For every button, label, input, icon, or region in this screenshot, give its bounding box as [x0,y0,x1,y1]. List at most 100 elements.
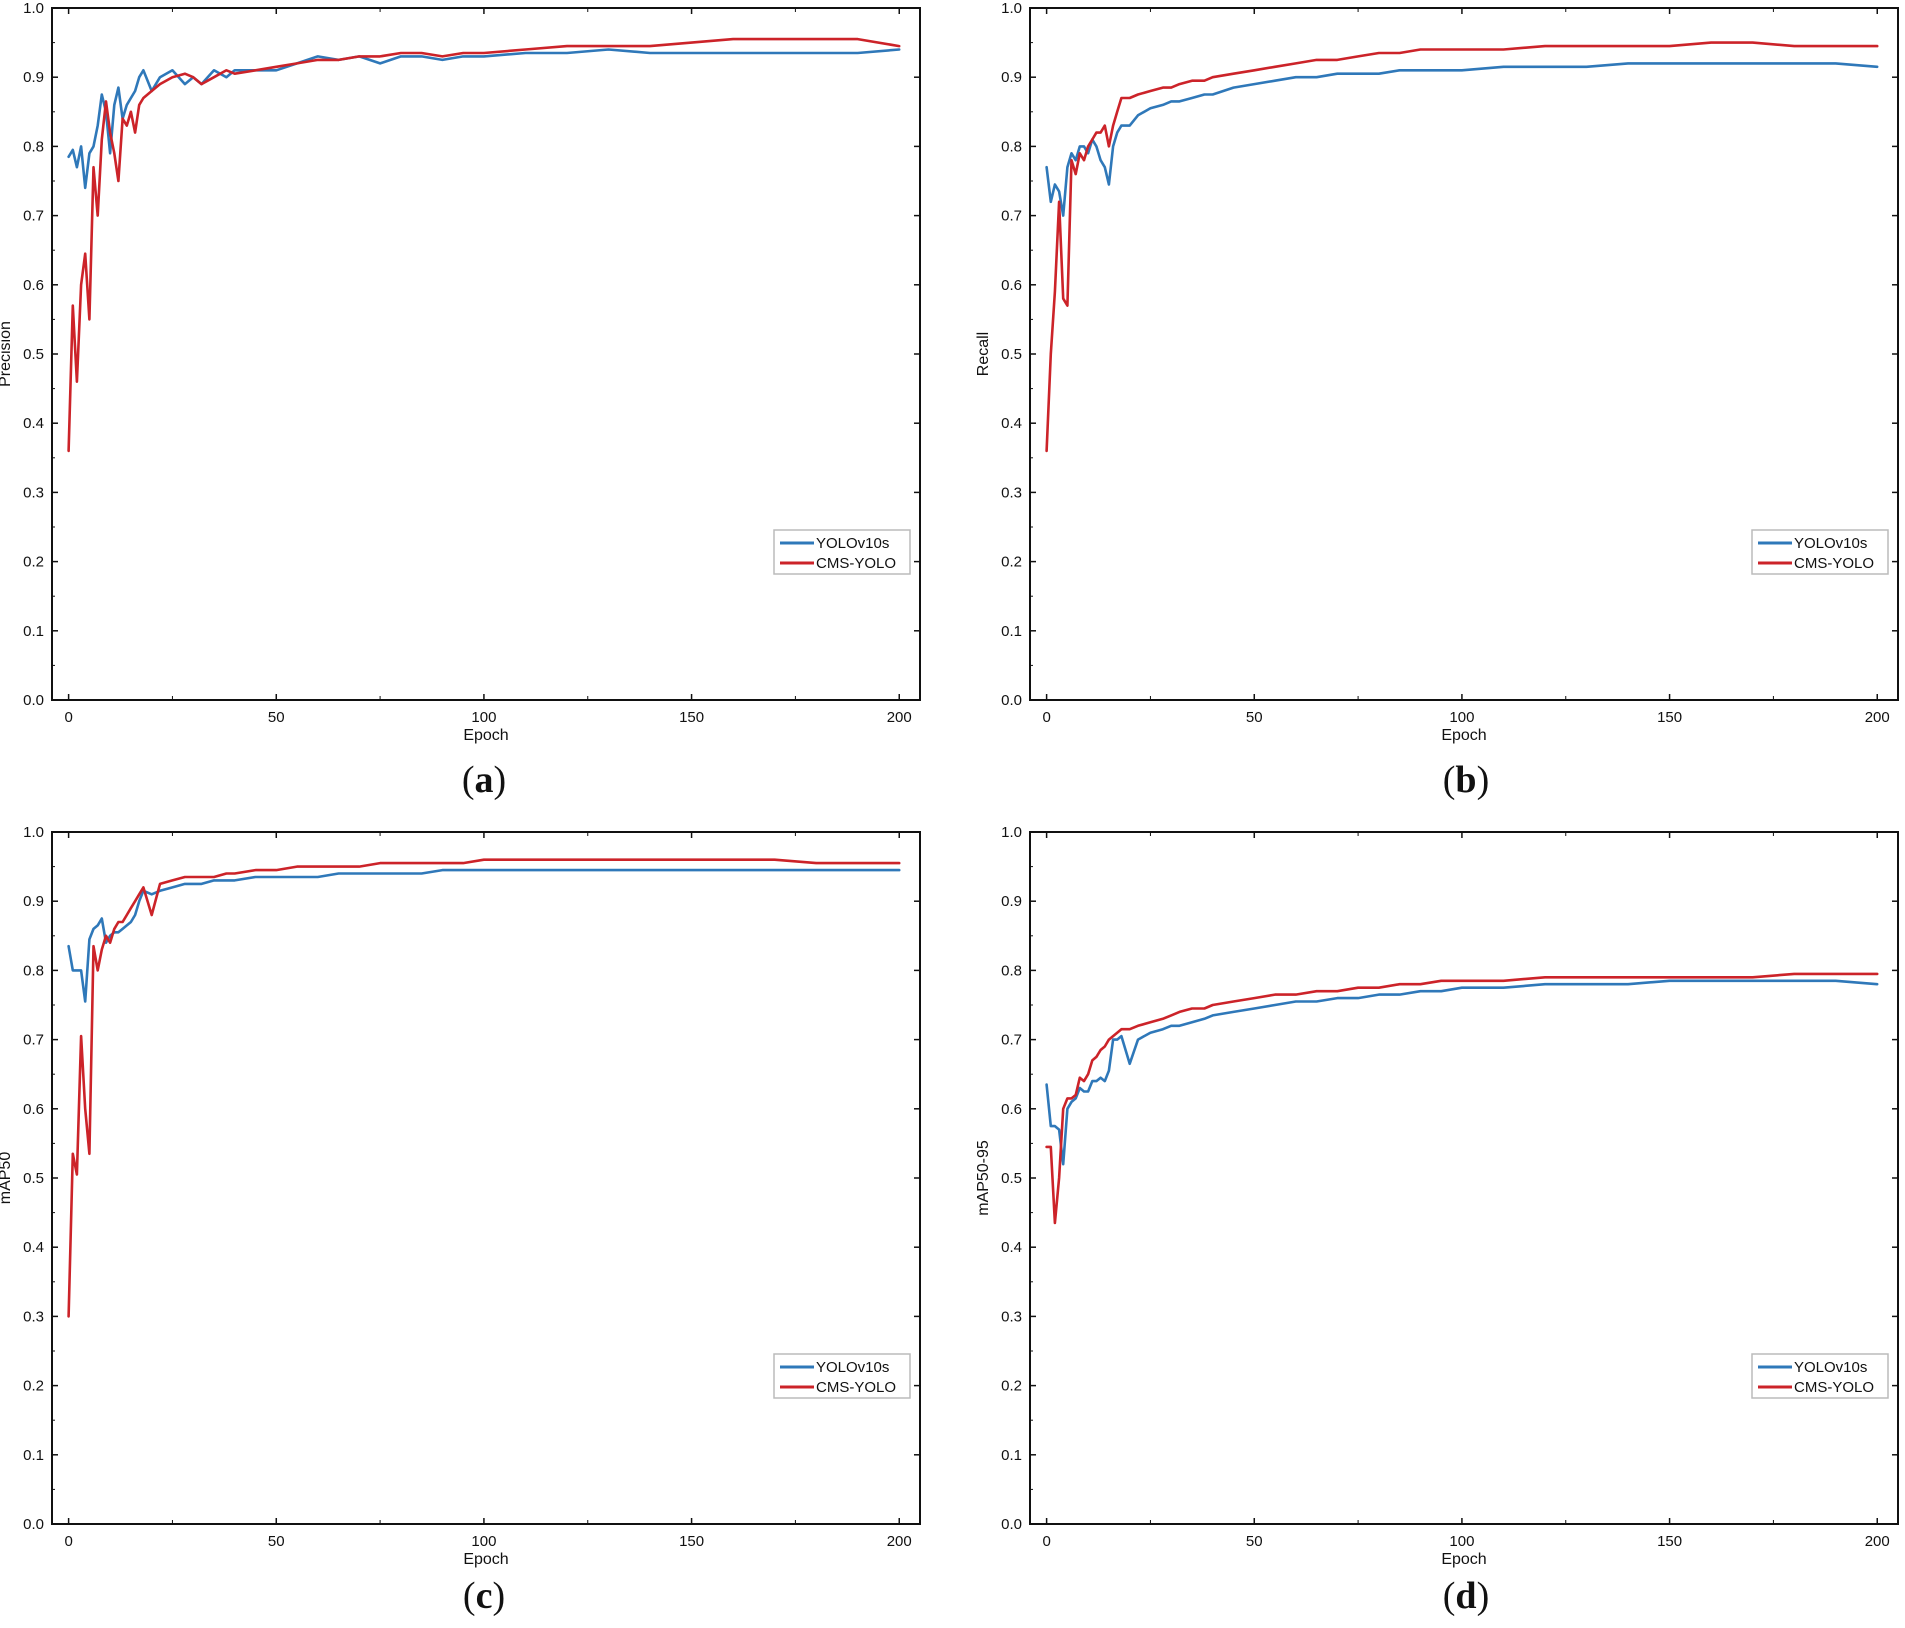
chart-a-series-line-yolov10s [67,48,901,190]
chart-d-y-tick-label: 0.8 [1001,962,1022,979]
chart-c-y-tick-label: 0.4 [23,1239,44,1256]
chart-c-plot-frame [51,831,921,1525]
chart-d-x-tick-label: 150 [1657,1533,1682,1550]
chart-a-y-tick-label: 0.5 [23,346,44,363]
chart-a-plot-frame [51,7,921,701]
chart-b-y-tick-label: 0.5 [1001,346,1022,363]
chart-c-x-tick-label: 150 [679,1533,704,1550]
chart-d-y-tick-label: 1.0 [1001,824,1022,841]
chart-b-y-tick-label: 0.6 [1001,277,1022,294]
chart-b-y-tick-label: 0.7 [1001,208,1022,225]
chart-a-x-tick-label: 200 [887,709,912,726]
chart-b-series-line-cms-yolo [1045,41,1879,453]
chart-a-y-tick-label: 0.9 [23,69,44,86]
chart-c-y-tick-label: 0.3 [23,1308,44,1325]
chart-c-series-line-cms-yolo [67,858,901,1318]
chart-d-series-line-yolov10s [1045,979,1879,1166]
chart-c-legend-label: YOLOv10s [816,1359,889,1376]
chart-c-y-tick-label: 0.9 [23,893,44,910]
chart-b-x-tick-label: 150 [1657,709,1682,726]
chart-b-plot-frame [1029,7,1899,701]
chart-b-y-tick-label: 0.1 [1001,623,1022,640]
chart-b-y-tick-label: 0.9 [1001,69,1022,86]
chart-c-y-tick-label: 0.5 [23,1170,44,1187]
chart-d-x-axis-title: Epoch [1441,1551,1486,1568]
chart-d-legend-label: CMS-YOLO [1794,1379,1874,1396]
chart-d-y-tick-label: 0.5 [1001,1170,1022,1187]
chart-b-x-tick-label: 100 [1449,709,1474,726]
chart-b-y-axis-title: Recall [975,332,992,376]
chart-d-x-tick-label: 200 [1865,1533,1890,1550]
chart-a-y-tick-label: 0.1 [23,623,44,640]
chart-d-y-tick-label: 0.6 [1001,1101,1022,1118]
chart-d-y-tick-label: 0.1 [1001,1447,1022,1464]
chart-a-x-tick-label: 0 [64,709,72,726]
chart-a-y-tick-label: 1.0 [23,0,44,17]
chart-d-svg: 0.0 0.1 0.2 0.3 0.4 0.5 0.6 0.7 0.8 0.9 1.0 0 50 100 1… [975,824,1899,1568]
chart-b-x-tick-label: 200 [1865,709,1890,726]
chart-c-x-axis-title: Epoch [463,1551,508,1568]
chart-b-x-tick-label: 50 [1246,709,1263,726]
chart-c-svg: 0.0 0.1 0.2 0.3 0.4 0.5 0.6 0.7 0.8 0.9 1.0 0 50 100 1… [0,824,921,1568]
chart-c-series-line-yolov10s [67,868,901,1003]
chart-d-series-line-cms-yolo [1045,972,1879,1225]
panel-label-c: (c) [462,1575,506,1617]
chart-b-series-line-yolov10s [1045,62,1879,217]
chart-d-y-tick-label: 0.9 [1001,893,1022,910]
chart-a-y-axis-title: Precision [0,321,14,387]
chart-b-legend-label: CMS-YOLO [1794,555,1874,572]
chart-c-legend-label: CMS-YOLO [816,1379,896,1396]
chart-c-y-tick-label: 0.6 [23,1101,44,1118]
chart-a-x-axis-title: Epoch [463,727,508,744]
chart-d-y-tick-label: 0.3 [1001,1308,1022,1325]
chart-b-legend-box [1751,529,1889,575]
chart-d-x-tick-label: 0 [1042,1533,1050,1550]
chart-c-x-tick-label: 200 [887,1533,912,1550]
chart-a-y-tick-label: 0.6 [23,277,44,294]
chart-a-x-tick-label: 100 [471,709,496,726]
panel-label-d: (d) [1442,1575,1490,1617]
chart-d-y-tick-label: 0.7 [1001,1032,1022,1049]
chart-a-y-tick-label: 0.4 [23,415,44,432]
chart-d-legend-label: YOLOv10s [1794,1359,1867,1376]
panel-label-a: (a) [461,759,507,801]
chart-b-svg: 0.0 0.1 0.2 0.3 0.4 0.5 0.6 0.7 0.8 0.9 1.0 0 50 100 1… [975,0,1899,744]
chart-b-x-axis-title: Epoch [1441,727,1486,744]
chart-c-x-tick-label: 100 [471,1533,496,1550]
chart-c-y-tick-label: 0.8 [23,962,44,979]
chart-d-x-tick-label: 100 [1449,1533,1474,1550]
chart-b-y-tick-label: 0.3 [1001,484,1022,501]
chart-b-legend-label: YOLOv10s [1794,535,1867,552]
chart-a-legend-label: CMS-YOLO [816,555,896,572]
chart-panel-b: 0.0 0.1 0.2 0.3 0.4 0.5 0.6 0.7 0.8 0.9 1.0 0 50 100 1… [975,0,1905,814]
chart-d-y-tick-label: 0.2 [1001,1378,1022,1395]
chart-panel-c: 0.0 0.1 0.2 0.3 0.4 0.5 0.6 0.7 0.8 0.9 1.0 0 50 100 1… [0,814,952,1628]
chart-d-y-tick-label: 0.0 [1001,1516,1022,1533]
chart-a-y-tick-label: 0.2 [23,554,44,571]
chart-d-y-tick-label: 0.4 [1001,1239,1022,1256]
chart-c-y-tick-label: 1.0 [23,824,44,841]
chart-b-y-tick-label: 0.8 [1001,138,1022,155]
chart-c-y-tick-label: 0.2 [23,1378,44,1395]
chart-a-y-tick-label: 0.7 [23,208,44,225]
chart-c-y-tick-label: 0.7 [23,1032,44,1049]
chart-c-y-tick-label: 0.0 [23,1516,44,1533]
chart-d-plot-frame [1029,831,1899,1525]
chart-c-x-tick-label: 50 [268,1533,285,1550]
panel-label-b: (b) [1442,759,1490,801]
chart-c-legend-box [773,1353,911,1399]
chart-b-y-tick-label: 0.0 [1001,692,1022,709]
chart-c-x-tick-label: 0 [64,1533,72,1550]
chart-a-svg: 0.0 0.1 0.2 0.3 0.4 0.5 0.6 0.7 0.8 0.9 1.0 0 50 100 1… [0,0,921,744]
chart-a-x-tick-label: 150 [679,709,704,726]
chart-d-y-axis-title: mAP50-95 [975,1140,992,1216]
chart-a-x-tick-label: 50 [268,709,285,726]
chart-a-y-tick-label: 0.8 [23,138,44,155]
chart-panel-a: 0.0 0.1 0.2 0.3 0.4 0.5 0.6 0.7 0.8 0.9 1.0 0 50 100 1… [0,0,952,814]
chart-b-y-tick-label: 0.4 [1001,415,1022,432]
chart-d-legend-box [1751,1353,1889,1399]
chart-a-legend-box [773,529,911,575]
chart-a-series-line-cms-yolo [67,37,901,453]
chart-a-y-tick-label: 0.0 [23,692,44,709]
chart-b-y-tick-label: 1.0 [1001,0,1022,17]
